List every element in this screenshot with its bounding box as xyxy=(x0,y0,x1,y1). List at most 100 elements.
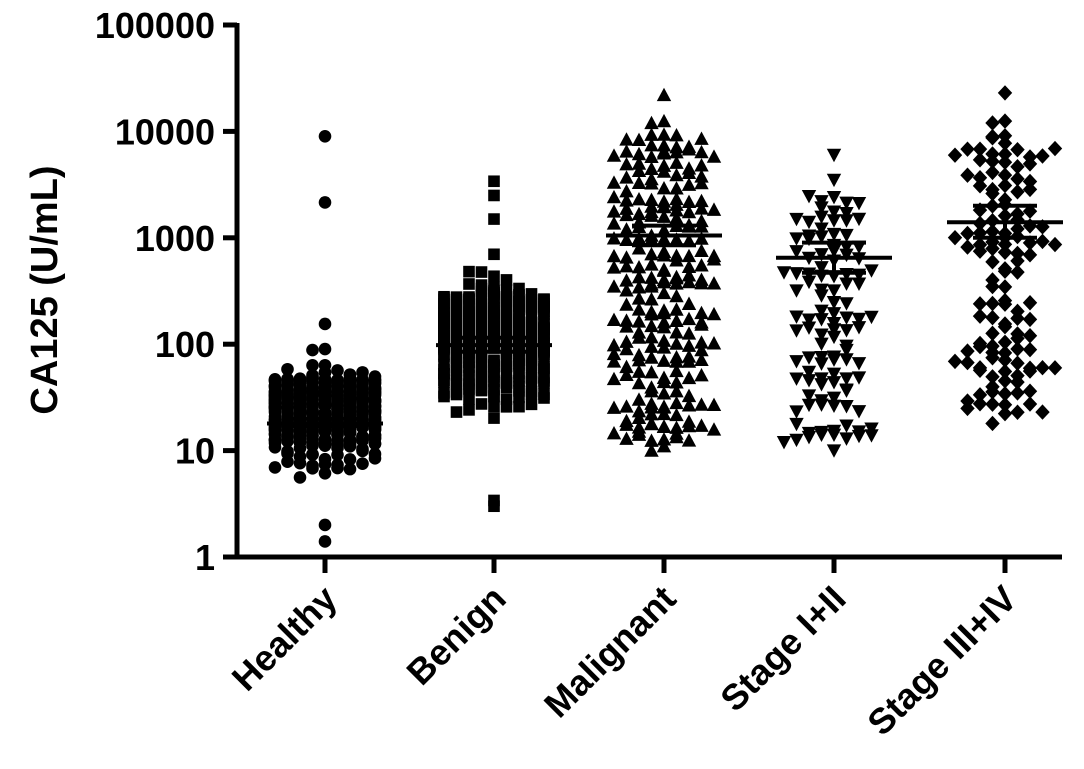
data-point xyxy=(463,300,475,313)
data-point xyxy=(706,276,722,290)
data-point xyxy=(681,433,697,447)
data-point xyxy=(268,461,282,474)
data-point xyxy=(438,325,450,337)
data-point xyxy=(839,277,854,291)
data-point xyxy=(538,322,550,335)
data-point xyxy=(656,399,672,413)
data-point xyxy=(694,175,709,190)
data-point xyxy=(331,448,344,462)
data-point xyxy=(656,353,672,367)
data-point xyxy=(644,339,659,353)
data-point xyxy=(839,196,854,211)
data-point xyxy=(814,328,829,342)
data-point xyxy=(669,313,684,327)
data-point xyxy=(619,319,634,333)
data-point xyxy=(960,141,975,157)
data-point xyxy=(826,214,842,228)
data-point xyxy=(656,199,672,213)
data-point xyxy=(513,300,525,313)
data-point xyxy=(789,324,804,338)
data-point xyxy=(960,343,975,359)
data-point xyxy=(513,313,525,326)
data-point xyxy=(450,406,463,418)
data-point xyxy=(669,253,684,267)
data-point xyxy=(694,131,709,145)
data-point xyxy=(997,146,1013,162)
data-point xyxy=(631,314,647,328)
data-point xyxy=(463,265,475,278)
data-point xyxy=(525,316,538,329)
data-point xyxy=(656,209,672,223)
data-point xyxy=(985,278,1000,295)
data-point xyxy=(669,375,684,389)
data-point xyxy=(606,400,622,414)
data-point xyxy=(513,289,525,302)
data-point xyxy=(706,149,722,163)
data-point xyxy=(997,177,1013,194)
data-point xyxy=(1022,383,1038,399)
data-point xyxy=(1047,140,1063,157)
data-point xyxy=(644,279,659,293)
data-point xyxy=(669,429,684,444)
data-point xyxy=(656,319,672,334)
data-point xyxy=(997,386,1013,402)
data-point xyxy=(985,309,1000,326)
data-point xyxy=(826,227,842,242)
data-point xyxy=(839,206,854,221)
data-point xyxy=(839,297,854,311)
data-point xyxy=(631,163,647,178)
series-malignant xyxy=(606,87,722,457)
data-point xyxy=(1035,404,1050,420)
data-point xyxy=(525,385,538,398)
data-point xyxy=(438,364,450,376)
data-point xyxy=(644,199,659,213)
data-point xyxy=(814,289,829,303)
x-tick-label: Malignant xyxy=(536,578,684,726)
y-tick-label: 100 xyxy=(155,324,215,365)
data-point xyxy=(694,275,709,290)
data-point xyxy=(488,308,500,320)
data-point xyxy=(960,400,975,417)
data-point xyxy=(619,399,634,413)
data-point xyxy=(801,398,817,413)
data-point xyxy=(450,377,463,390)
data-point xyxy=(681,248,697,263)
data-point xyxy=(343,435,357,449)
data-point xyxy=(694,352,709,367)
data-point xyxy=(331,383,344,396)
data-point xyxy=(619,207,634,222)
data-point xyxy=(438,341,450,354)
data-point xyxy=(619,144,634,158)
data-point xyxy=(538,388,550,401)
data-point xyxy=(606,312,622,327)
data-point xyxy=(997,279,1013,295)
data-point xyxy=(631,364,647,378)
data-point xyxy=(801,275,817,290)
data-point xyxy=(814,428,829,442)
data-point xyxy=(1010,171,1025,187)
data-point xyxy=(1022,181,1038,198)
data-point xyxy=(475,285,488,298)
data-point xyxy=(826,367,842,382)
data-point xyxy=(997,154,1013,170)
data-point xyxy=(985,153,1000,170)
y-tick-label: 100000 xyxy=(95,5,215,46)
data-point xyxy=(450,350,463,362)
data-point xyxy=(525,372,538,384)
data-point xyxy=(619,413,634,428)
data-point xyxy=(644,416,659,430)
y-tick-label: 1000 xyxy=(135,218,215,259)
data-point xyxy=(463,293,475,305)
data-point xyxy=(306,383,319,397)
data-point xyxy=(631,375,647,390)
series-stage-i-ii xyxy=(776,148,879,458)
data-point xyxy=(438,390,450,403)
data-point xyxy=(525,349,538,361)
series-stage-iii-iv xyxy=(947,85,1063,432)
data-point xyxy=(694,335,709,349)
data-point xyxy=(694,243,709,257)
data-point xyxy=(864,264,879,278)
data-point xyxy=(644,443,659,457)
data-point xyxy=(268,395,282,409)
data-point xyxy=(826,190,842,205)
